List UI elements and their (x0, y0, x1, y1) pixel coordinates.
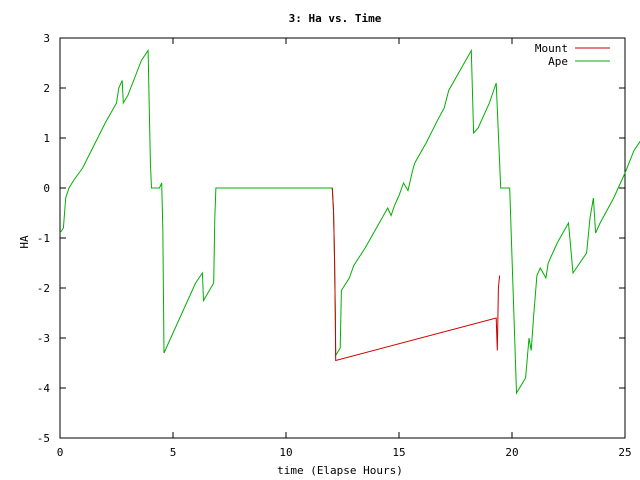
chart-title: 3: Ha vs. Time (289, 12, 382, 25)
series-line-mount (331, 187, 501, 362)
x-tick-label: 15 (392, 446, 405, 459)
y-tick-label: -5 (37, 432, 50, 445)
axes: 0 5 10 15 20 25 -5 -4 -3 -2 -1 0 1 2 3 (37, 32, 632, 459)
y-tick-label: -4 (37, 382, 51, 395)
y-tick-label: 2 (43, 82, 50, 95)
x-tick-label: 0 (57, 446, 64, 459)
y-tick-label: -3 (37, 332, 50, 345)
x-axis-label: time (Elapse Hours) (277, 464, 403, 477)
x-tick-label: 10 (279, 446, 292, 459)
x-tick-label: 25 (618, 446, 631, 459)
y-axis-label: HA (18, 235, 31, 249)
y-tick-label: 3 (43, 32, 50, 45)
y-tick-label: 0 (43, 182, 50, 195)
y-tick-label: -1 (37, 232, 50, 245)
series-group (59, 48, 640, 395)
x-tick-label: 5 (170, 446, 177, 459)
series-line-ape (59, 48, 640, 395)
x-tick-label: 20 (505, 446, 518, 459)
y-tick-label: 1 (43, 132, 50, 145)
legend-label-mount: Mount (535, 42, 568, 55)
legend-label-ape: Ape (548, 55, 568, 68)
y-tick-label: -2 (37, 282, 50, 295)
